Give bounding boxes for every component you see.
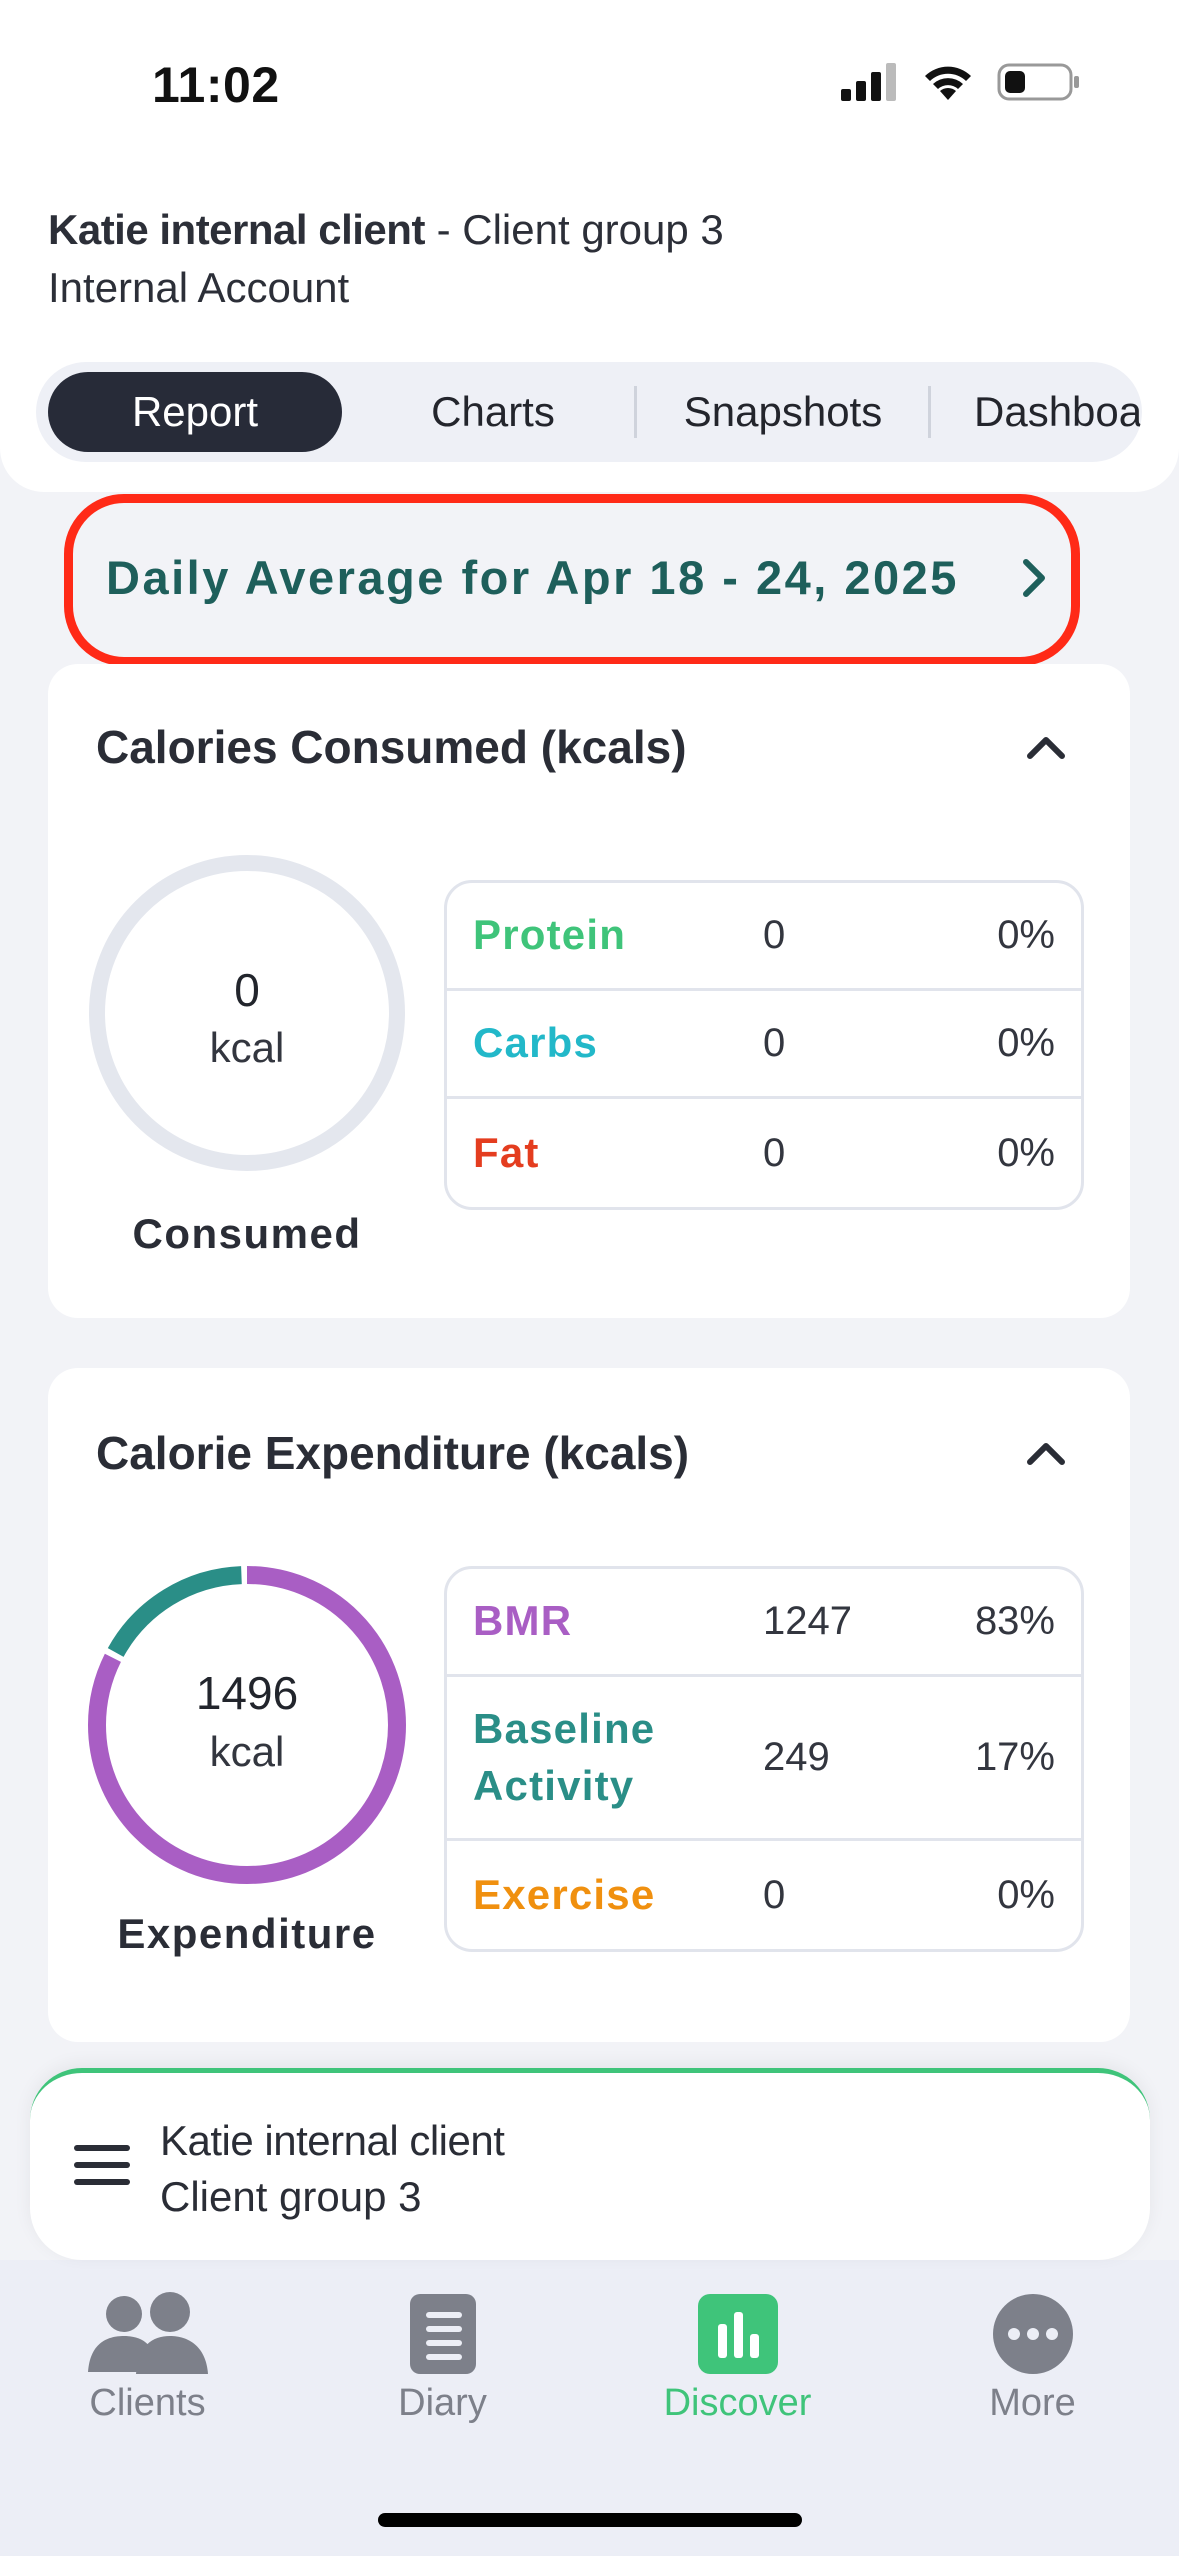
expenditure-table: BMR 1247 83% Baseline Activity 249 17% E… — [444, 1566, 1084, 1952]
cellular-signal-icon — [841, 63, 896, 101]
calories-consumed-card: Calories Consumed (kcals) 0 kcal Consume… — [48, 664, 1130, 1318]
client-heading: Katie internal client - Client group 3 — [48, 206, 724, 254]
tab-divider — [634, 386, 637, 438]
client-bar-group: Client group 3 — [160, 2173, 422, 2220]
row-value: 249 — [763, 1735, 830, 1779]
tab-divider — [928, 386, 931, 438]
report-tabs: Report Charts Snapshots Dashboa — [36, 362, 1142, 462]
hamburger-menu-icon[interactable] — [74, 2145, 130, 2185]
tab-report[interactable]: Report — [48, 372, 342, 452]
tabbar-label: Discover — [663, 2382, 812, 2424]
row-value: 0 — [763, 1872, 786, 1917]
card-title: Calories Consumed (kcals) — [96, 721, 687, 773]
row-value: 0 — [763, 1130, 786, 1175]
macros-table: Protein 0 0% Carbs 0 0% Fat 0 0% — [444, 880, 1084, 1210]
table-row: Exercise 0 0% — [447, 1841, 1081, 1949]
tabbar-label: More — [989, 2382, 1076, 2424]
home-indicator — [378, 2513, 802, 2527]
client-name: Katie internal client — [48, 206, 425, 253]
selected-client-bar[interactable]: Katie internal client Client group 3 — [30, 2068, 1150, 2260]
notebook-icon — [295, 2284, 590, 2384]
tab-charts[interactable]: Charts — [431, 388, 555, 435]
row-name: Carbs — [473, 1019, 599, 1067]
account-type: Internal Account — [48, 264, 350, 311]
date-range-button[interactable]: Daily Average for Apr 18 - 24, 2025 — [106, 551, 959, 604]
ring-value: 0 — [234, 964, 260, 1016]
row-percent: 0% — [997, 913, 1055, 957]
ring-chart — [88, 1566, 406, 1884]
ring-track — [89, 855, 405, 1171]
table-row: Carbs 0 0% — [447, 991, 1081, 1099]
battery-icon — [997, 63, 1079, 101]
row-value: 0 — [763, 913, 786, 957]
wifi-icon — [925, 66, 971, 100]
people-icon — [0, 2284, 295, 2384]
row-name: Protein — [473, 911, 627, 959]
row-name: Fat — [473, 1128, 540, 1176]
tabbar-item-discover[interactable]: Discover — [590, 2260, 885, 2480]
tabbar-item-diary[interactable]: Diary — [295, 2260, 590, 2480]
ring-value: 1496 — [195, 1667, 299, 1719]
calories-ring: 0 kcal Consumed — [82, 848, 412, 1257]
status-time: 11:02 — [152, 57, 280, 113]
row-value: 1247 — [763, 1599, 852, 1643]
tab-dashboard[interactable]: Dashboa — [974, 388, 1142, 435]
client-group: Client group 3 — [462, 206, 724, 253]
row-name: Baseline Activity — [473, 1704, 656, 1809]
more-dots-icon — [885, 2284, 1179, 2384]
table-row: Baseline Activity 249 17% — [447, 1677, 1081, 1841]
table-row: BMR 1247 83% — [447, 1569, 1081, 1677]
client-separator: - — [424, 206, 463, 253]
ring-unit: kcal — [209, 1728, 285, 1775]
row-percent: 0% — [997, 1130, 1055, 1175]
client-bar-name: Katie internal client — [160, 2117, 505, 2164]
row-percent: 0% — [997, 1021, 1055, 1065]
row-name: BMR — [473, 1597, 573, 1645]
ring-chart — [89, 855, 405, 1171]
ring-caption: Expenditure — [117, 1910, 377, 1957]
table-row: Protein 0 0% — [447, 883, 1081, 991]
tab-snapshots[interactable]: Snapshots — [683, 388, 883, 435]
tabbar-label: Diary — [398, 2382, 487, 2424]
ring-segment-bmr — [88, 1566, 406, 1884]
date-range-highlight — [64, 494, 1080, 666]
ring-caption: Consumed — [132, 1210, 362, 1257]
row-percent: 83% — [974, 1599, 1055, 1643]
tabbar-item-more[interactable]: More — [885, 2260, 1179, 2480]
row-value: 0 — [763, 1021, 786, 1065]
tabbar-item-clients[interactable]: Clients — [0, 2260, 295, 2480]
card-title: Calorie Expenditure (kcals) — [96, 1427, 690, 1479]
row-percent: 0% — [997, 1872, 1055, 1917]
tabbar-label: Clients — [89, 2382, 206, 2424]
bottom-tab-bar: Clients Diary Discover — [0, 2260, 1179, 2556]
table-row: Fat 0 0% — [447, 1099, 1081, 1207]
ring-unit: kcal — [209, 1024, 285, 1071]
expenditure-ring: 1496 kcal Expenditure — [82, 1560, 412, 1957]
chevron-right-icon[interactable] — [1020, 556, 1050, 600]
header-card: 11:02 Katie internal client - Client gro… — [0, 0, 1179, 492]
chevron-up-icon[interactable] — [1024, 732, 1068, 762]
row-name: Exercise — [473, 1870, 656, 1918]
chevron-up-icon[interactable] — [1024, 1438, 1068, 1468]
calorie-expenditure-card: Calorie Expenditure (kcals) 1496 kcal Ex… — [48, 1368, 1130, 2042]
bar-chart-icon — [590, 2284, 885, 2384]
row-percent: 17% — [974, 1735, 1055, 1779]
status-icons — [839, 62, 1081, 102]
